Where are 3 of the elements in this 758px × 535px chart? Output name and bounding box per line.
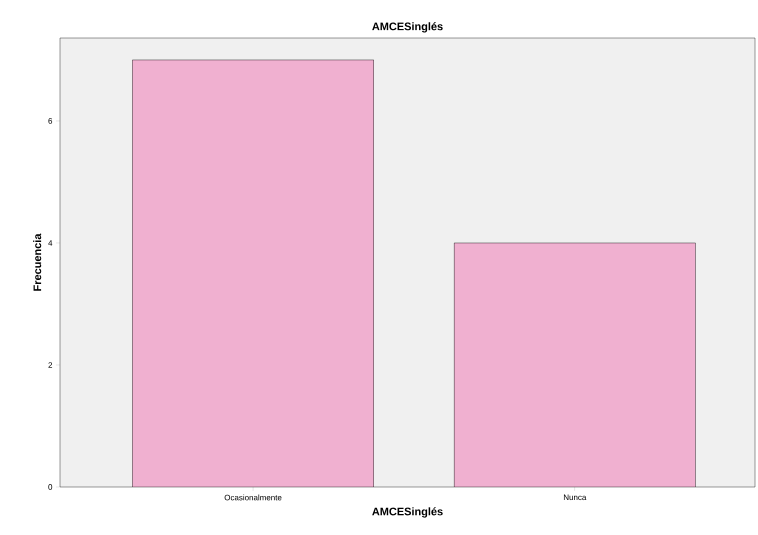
y-axis-title: Frecuencia (33, 234, 42, 291)
chart-title: AMCESinglés (372, 22, 443, 33)
x-axis-title: AMCESinglés (372, 507, 443, 518)
